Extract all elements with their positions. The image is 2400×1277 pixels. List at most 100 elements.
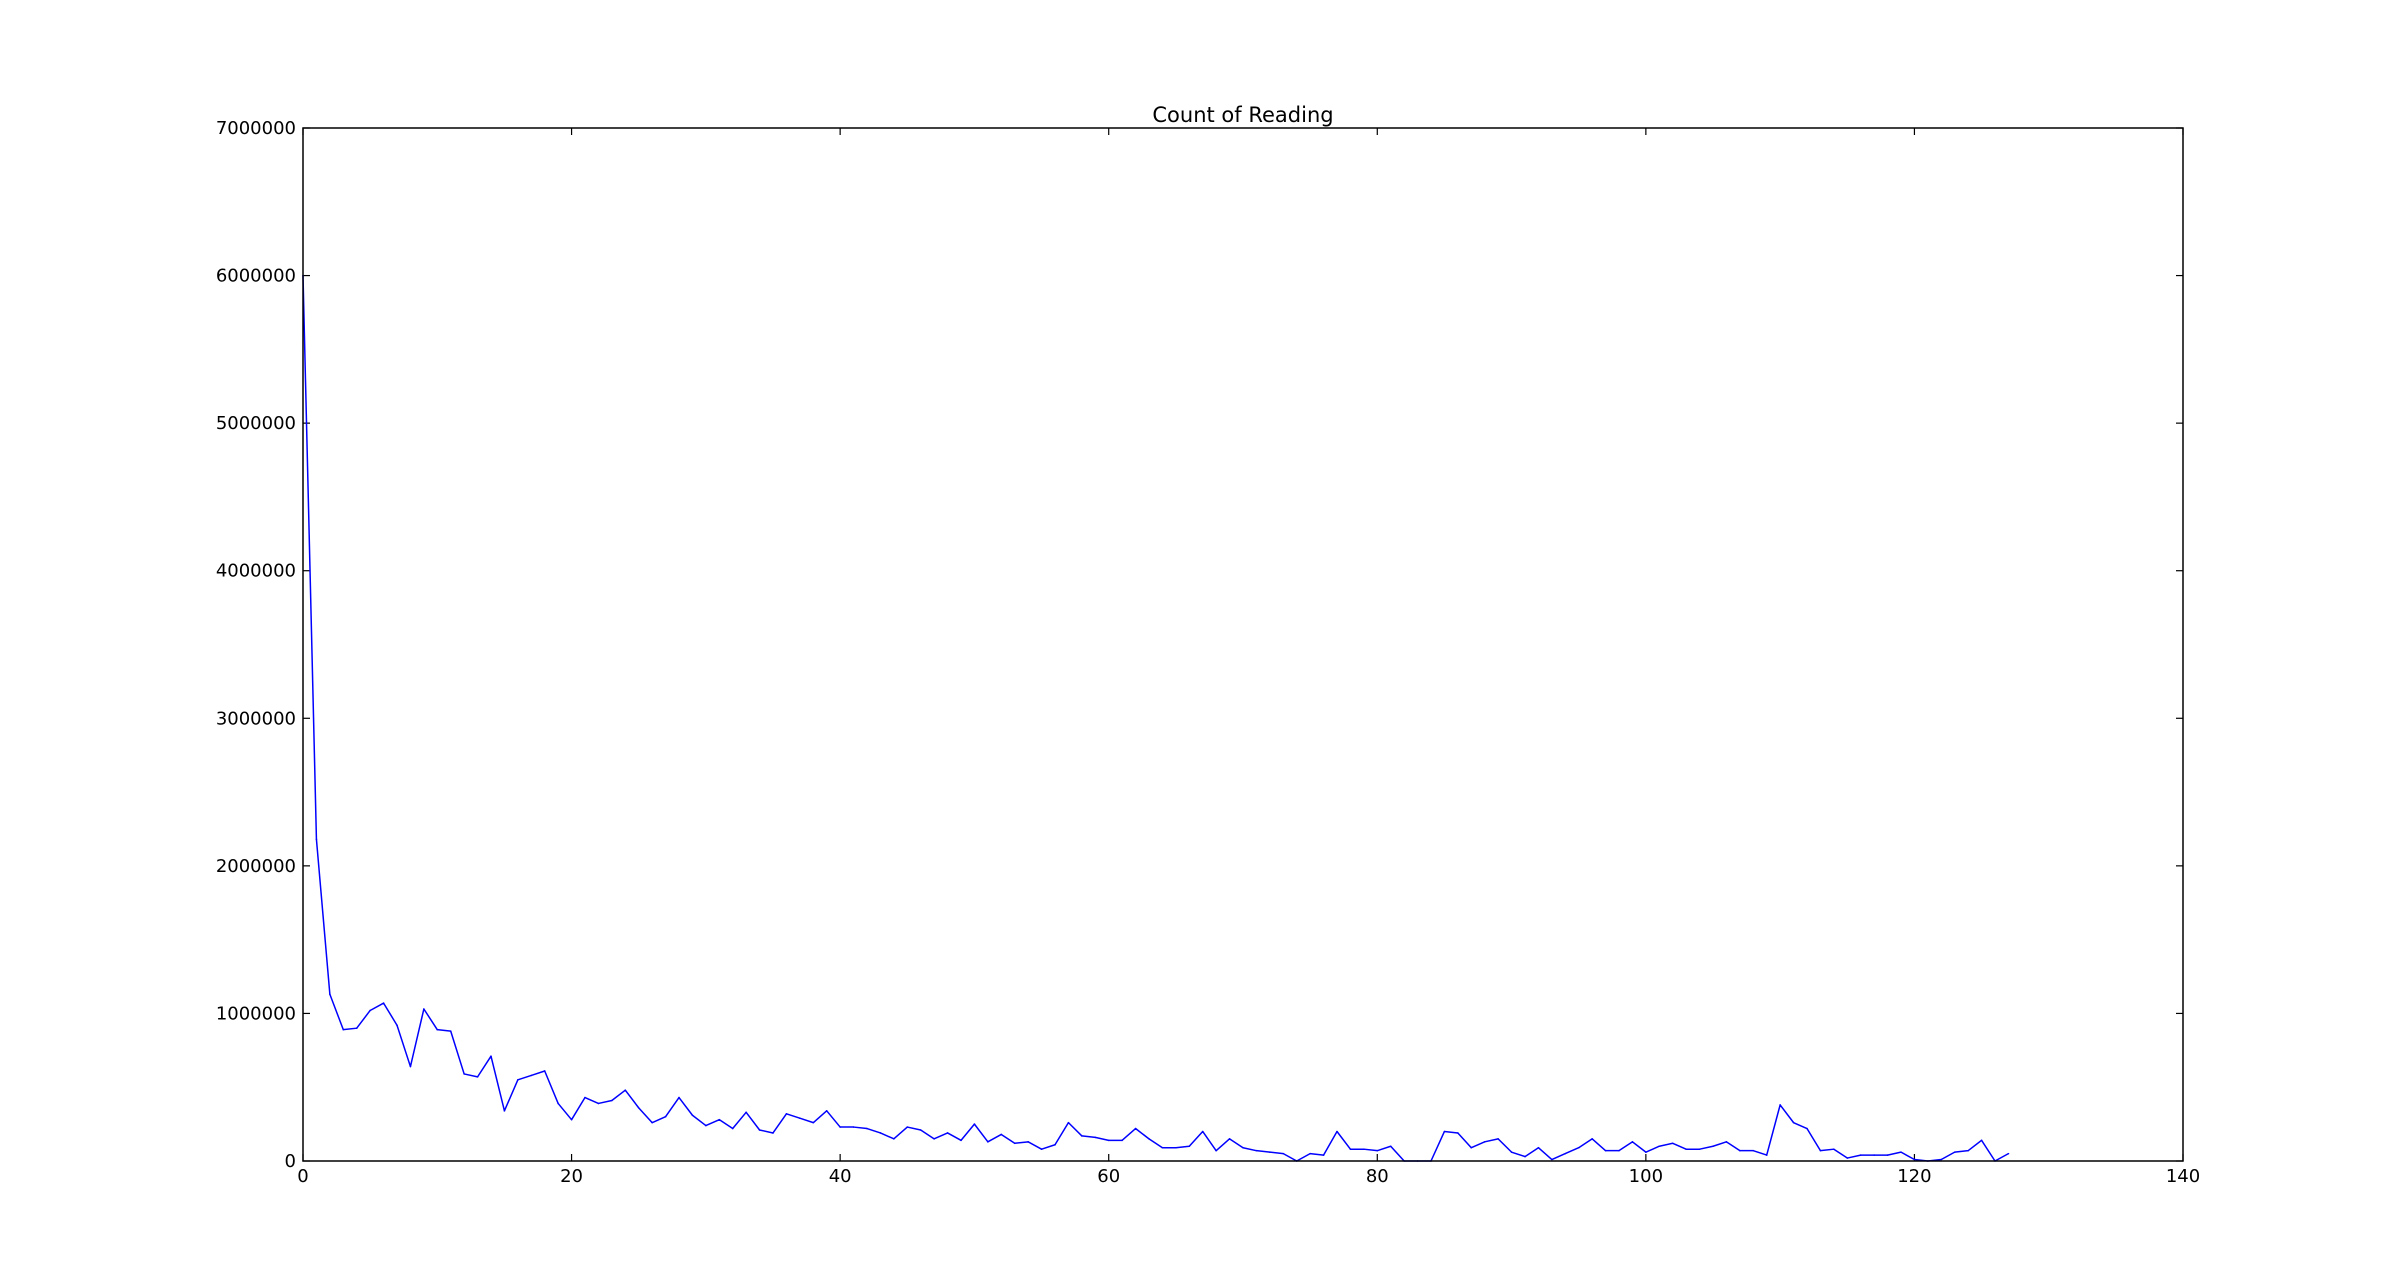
data-point	[463, 1073, 465, 1075]
data-point	[1712, 1145, 1714, 1148]
data-point	[1148, 1138, 1150, 1140]
data-point	[705, 1124, 707, 1127]
data-point	[355, 1027, 358, 1029]
data-point	[1282, 1152, 1285, 1155]
data-point	[852, 1126, 855, 1128]
data-point	[1363, 1148, 1365, 1150]
data-point	[1658, 1145, 1661, 1148]
data-point	[1725, 1141, 1728, 1143]
data-point	[1537, 1146, 1540, 1149]
data-point	[1309, 1152, 1311, 1155]
data-point	[570, 1118, 573, 1121]
data-point	[812, 1121, 815, 1124]
x-tick-label: 60	[1097, 1166, 1120, 1187]
data-point	[1645, 1151, 1647, 1153]
data-point	[1806, 1127, 1808, 1130]
data-point	[745, 1111, 747, 1114]
data-point	[1255, 1149, 1258, 1152]
data-point	[1833, 1148, 1835, 1150]
y-tick-label: 7000000	[216, 118, 296, 139]
data-point	[1671, 1142, 1674, 1145]
data-point	[758, 1129, 761, 1131]
data-point	[1631, 1141, 1634, 1143]
data-point	[1604, 1149, 1607, 1152]
data-point	[543, 1070, 546, 1072]
data-point	[1752, 1149, 1755, 1152]
data-point	[1201, 1130, 1204, 1133]
y-tick-label: 4000000	[216, 561, 296, 582]
data-point	[1470, 1146, 1473, 1149]
data-point	[1175, 1146, 1177, 1149]
data-point	[396, 1024, 398, 1027]
data-point	[597, 1102, 600, 1105]
data-point	[624, 1089, 627, 1091]
data-point	[611, 1099, 613, 1102]
data-point	[1134, 1127, 1137, 1130]
data-point	[584, 1096, 586, 1099]
data-point	[369, 1009, 371, 1012]
data-point	[1779, 1104, 1781, 1106]
data-point	[1081, 1135, 1083, 1137]
data-point	[879, 1132, 882, 1134]
x-tick-label: 140	[2166, 1166, 2200, 1187]
data-point	[1551, 1158, 1553, 1161]
data-point	[1389, 1145, 1392, 1148]
data-point	[906, 1126, 909, 1128]
data-point	[490, 1055, 492, 1058]
y-tick-label: 0	[285, 1151, 296, 1172]
data-point	[503, 1110, 506, 1112]
data-point	[1483, 1141, 1486, 1143]
data-point	[1765, 1154, 1768, 1156]
data-point	[1510, 1151, 1513, 1153]
data-point	[449, 1030, 452, 1032]
data-point	[973, 1123, 976, 1125]
data-point	[1457, 1132, 1459, 1134]
data-point	[1054, 1143, 1056, 1146]
data-point	[1846, 1157, 1849, 1159]
data-point	[1228, 1138, 1231, 1140]
data-point	[1698, 1148, 1701, 1150]
data-point	[1577, 1146, 1580, 1149]
data-point	[1067, 1121, 1070, 1124]
data-point	[1739, 1149, 1741, 1152]
data-point	[1027, 1141, 1029, 1143]
data-point	[1953, 1151, 1956, 1153]
data-point	[1980, 1139, 1983, 1142]
data-point	[1967, 1149, 1969, 1152]
data-point	[1094, 1136, 1097, 1139]
data-point	[1013, 1142, 1016, 1145]
axis-ticks: 0 20 40 60 80 100 120 140 0 1000000 2000000 3000000…	[216, 118, 2200, 1187]
x-tick-label: 100	[1629, 1166, 1663, 1187]
data-point	[1886, 1154, 1889, 1156]
data-point	[1819, 1149, 1822, 1152]
data-point	[2007, 1152, 2010, 1155]
data-point	[1161, 1146, 1164, 1149]
data-point	[530, 1074, 533, 1077]
data-point	[1215, 1149, 1217, 1152]
x-tick-label: 80	[1366, 1166, 1389, 1187]
data-point	[987, 1141, 989, 1143]
data-point	[1040, 1148, 1043, 1150]
y-tick-label: 6000000	[216, 266, 296, 287]
data-point	[651, 1121, 653, 1124]
data-point	[785, 1112, 788, 1115]
data-point	[1524, 1155, 1526, 1158]
data-point	[1859, 1154, 1862, 1156]
data-point	[436, 1028, 439, 1031]
data-point	[1913, 1158, 1916, 1161]
series-line	[302, 275, 2009, 1162]
data-point	[1618, 1149, 1620, 1152]
chart-title: Count of Reading	[1152, 103, 1333, 127]
data-point	[678, 1096, 680, 1099]
data-point	[329, 993, 331, 996]
plot-area	[303, 128, 2183, 1161]
data-point	[664, 1115, 667, 1118]
data-point	[315, 838, 318, 841]
data-point	[893, 1138, 895, 1140]
data-point	[691, 1114, 694, 1117]
x-tick-label: 40	[829, 1166, 852, 1187]
data-point	[919, 1129, 922, 1131]
data-point	[382, 1002, 385, 1004]
series-layer	[302, 274, 2010, 1162]
